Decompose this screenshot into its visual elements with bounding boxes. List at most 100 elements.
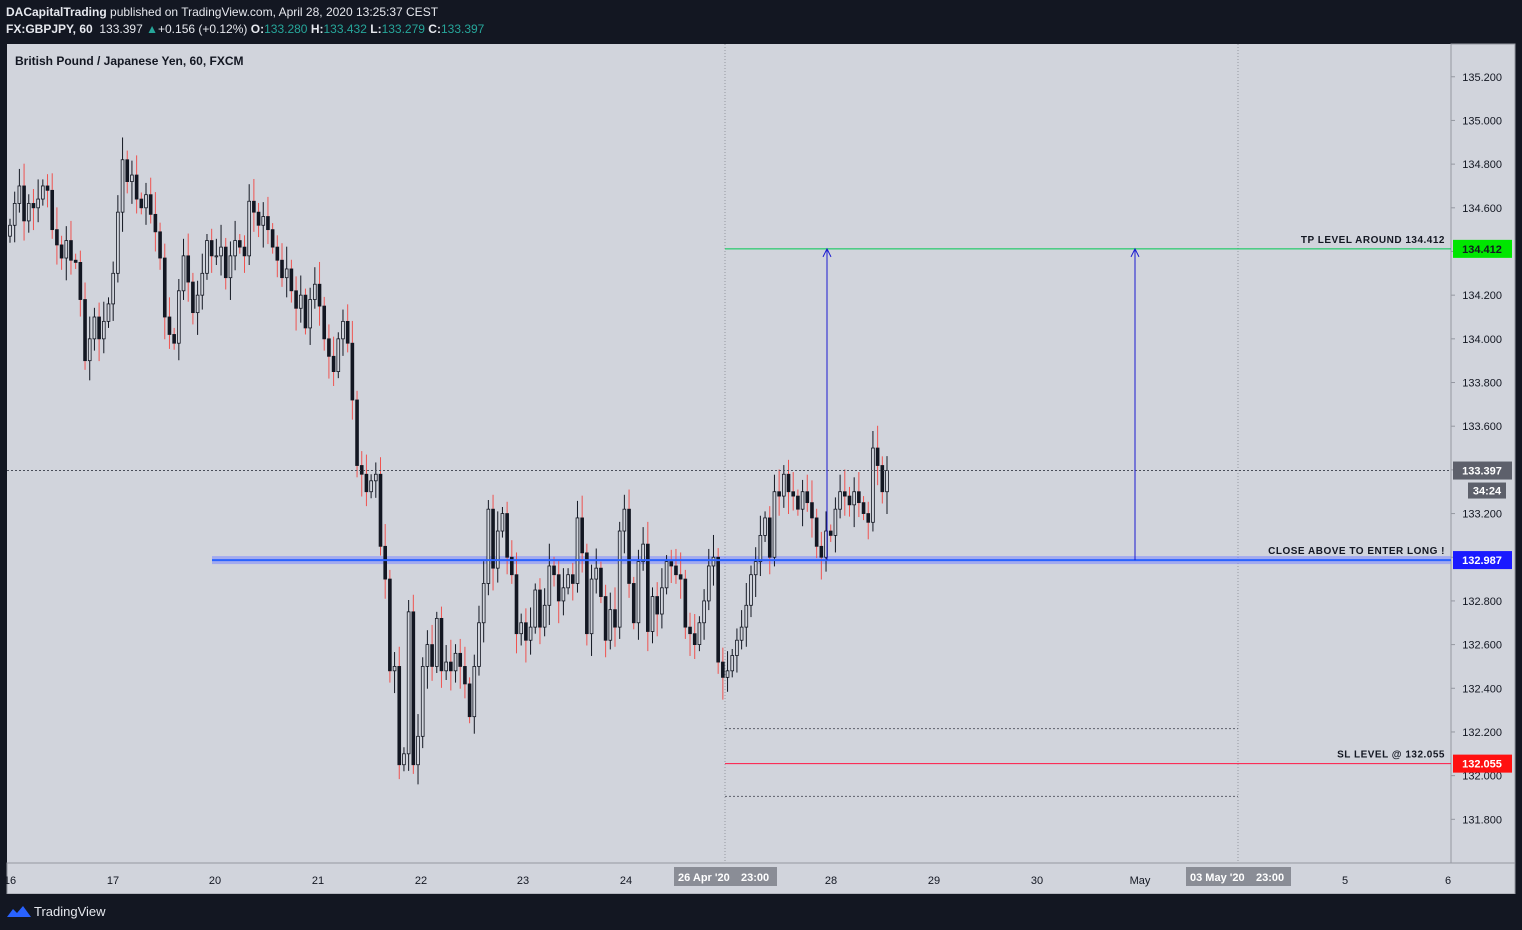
candle-body [444,661,448,672]
candle-body [148,194,153,215]
candle-body [331,355,336,373]
tradingview-brand[interactable]: TradingView [34,904,106,919]
candle-body [162,257,167,318]
y-tick-label: 134.200 [1462,290,1502,302]
candle-body [402,753,406,766]
candle-body [524,622,528,641]
x-tick-label: 5 [1342,875,1348,887]
candle-body [655,596,660,615]
candle-body [416,735,420,766]
candle-body [753,561,758,576]
candle-body [167,316,172,335]
candle-body [294,290,298,309]
candle-body [763,517,767,536]
candle-body [514,574,519,635]
candle-body [688,626,692,635]
tp-annotation: TP LEVEL AROUND 134.412 [1301,235,1445,246]
chart-title: British Pound / Japanese Yen, 60, FXCM [15,54,244,68]
candle-body [791,491,796,497]
y-tick-label: 132.000 [1462,771,1502,783]
candle-body [519,622,523,635]
y-tick-label: 134.600 [1462,203,1502,215]
candle-body [106,303,111,322]
price-chart[interactable]: British Pound / Japanese Yen, 60, FXCM T… [0,0,1522,894]
candle-body [599,567,603,597]
candle-body [500,513,505,532]
candle-body [852,491,856,506]
candle-body [721,661,725,678]
countdown-label: 34:24 [1473,486,1502,498]
candle-body [796,495,800,510]
candle-body [392,666,397,672]
candle-body [341,320,345,340]
countdown-bg [1468,482,1506,499]
candle-body [345,320,350,344]
candle-body [636,561,641,624]
x-tick-label: 24 [620,875,632,887]
x-tick-label: 29 [928,875,940,887]
candle-body [819,545,824,558]
candle-body [777,491,781,497]
entry-price-label: 132.987 [1462,555,1502,567]
candle-body [683,578,688,628]
range-start-bg [674,867,777,886]
open-value: 133.280 [264,22,308,36]
candle-body [322,305,327,340]
candle-body [83,299,87,362]
candle-body [87,338,92,362]
candle-body [275,246,280,261]
candle-body [191,281,195,314]
candle-body [580,517,584,554]
current-price-label-bg [1453,461,1512,480]
candle-body [692,633,697,645]
candle-body [313,283,317,300]
candle-body [552,565,556,576]
candle-body [59,244,64,259]
candle-body [97,316,101,340]
y-tick-label: 132.600 [1462,640,1502,652]
x-tick-label: May [1130,875,1151,887]
candle-body [847,495,852,506]
candle-body [660,587,664,615]
candle-body [289,268,294,292]
candle-body [477,622,481,667]
price-axis[interactable] [1450,43,1516,864]
candle-body [585,552,589,635]
x-tick-label: 20 [209,875,221,887]
x-tick-label: 30 [1031,875,1043,887]
sl-price-label-bg [1453,754,1512,773]
published-text: published on TradingView.com, April 28, … [110,5,439,19]
change-up-icon: ▲ [146,22,158,36]
y-tick-label: 134.800 [1462,159,1502,171]
candle-body [805,491,810,504]
last-price: 133.397 [99,22,143,36]
candle-body [284,268,289,279]
candle-body [772,491,777,558]
candle-body [566,574,570,589]
candle-body [481,583,486,624]
candle-body [237,240,242,248]
candle-body [214,255,219,258]
sl-annotation: SL LEVEL @ 132.055 [1337,750,1445,761]
x-tick-label: 21 [312,875,324,887]
candle-body [317,283,322,307]
author-name[interactable]: DACapitalTrading [6,5,107,19]
y-tick-label: 132.200 [1462,727,1502,739]
candle-body [711,556,716,567]
tp-price-label: 134.412 [1462,244,1502,256]
range-end-bg [1186,867,1291,886]
candle-body [603,596,608,641]
candle-body [73,259,78,263]
candle-body [8,224,12,237]
entry-price-label-bg [1453,551,1512,570]
arrow-head-icon [822,247,832,258]
candle-body [261,216,266,226]
candle-body [181,255,186,292]
plot-area[interactable] [7,44,1451,863]
candle-body [223,246,228,279]
candle-body [533,589,538,628]
candle-body [570,574,575,584]
candle-body [786,473,791,493]
tradingview-logo-icon[interactable] [6,904,32,920]
candle-body [857,491,861,504]
